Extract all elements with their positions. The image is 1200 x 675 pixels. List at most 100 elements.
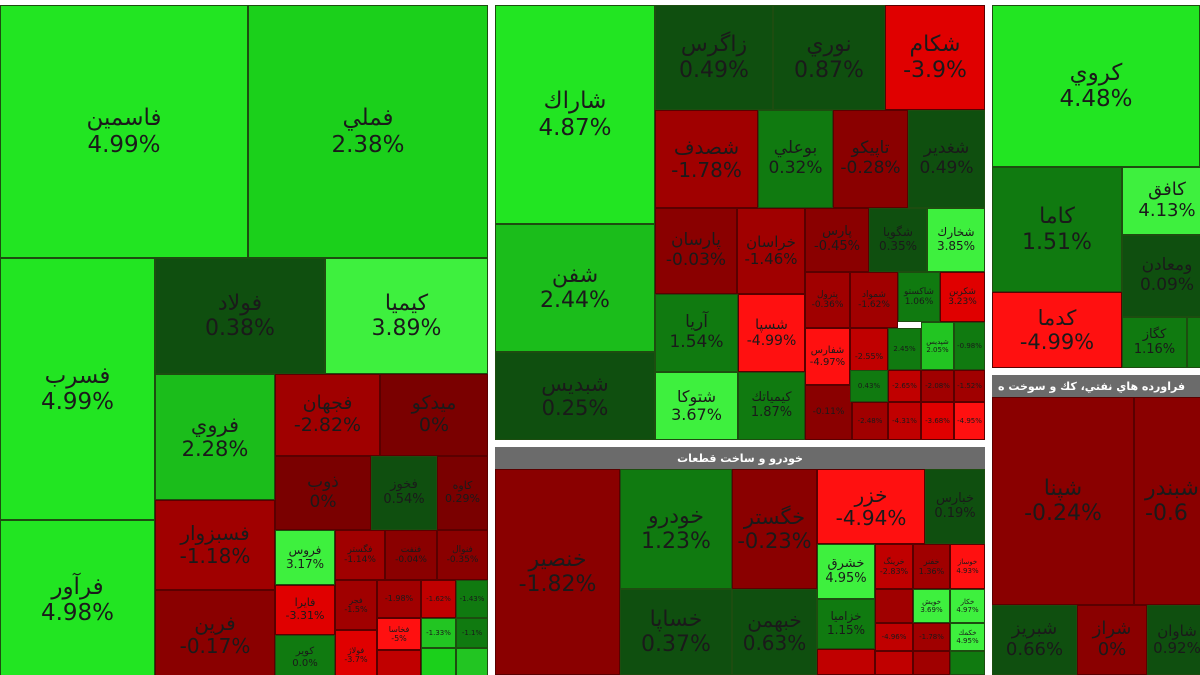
tile-zagros[interactable]: زاگرس 0.49% <box>655 5 773 110</box>
tile-khegostar[interactable]: خگستر -0.23% <box>732 469 817 589</box>
tile-shegooya[interactable]: شگويا 0.35% <box>869 208 927 272</box>
tile-small[interactable]: -2.08% <box>921 370 954 402</box>
tile-fajhan[interactable]: فجهان -2.82% <box>275 374 380 456</box>
tile-small[interactable]: -1.62% <box>421 580 456 618</box>
tile-khazamia[interactable]: خزاميا 1.15% <box>817 599 875 649</box>
tile-khodro[interactable]: خودرو 1.23% <box>620 469 732 589</box>
tile-fakooh[interactable]: فنوال -0.35% <box>437 530 488 580</box>
tile-small[interactable]: -1.33% <box>421 618 456 648</box>
tile-small[interactable] <box>875 589 913 623</box>
tile-faira[interactable]: فايرا -3.31% <box>275 585 335 635</box>
tile-fanak[interactable]: فنفت -0.04% <box>385 530 437 580</box>
tile-shatoka[interactable]: شتوكا 3.67% <box>655 372 738 440</box>
tile-small[interactable]: شپديس 2.05% <box>921 322 954 370</box>
tile-shark[interactable]: شاراك 4.87% <box>495 5 655 224</box>
tile-shghadir[interactable]: شغدير 0.49% <box>908 110 985 208</box>
tile-parsan[interactable]: پارسان -0.03% <box>655 208 737 294</box>
tile-fasamin[interactable]: فاسمين 4.99% <box>0 5 248 258</box>
tile-khazar[interactable]: خزر -4.94% <box>817 469 925 544</box>
tile-fasrab[interactable]: فسرب 4.99% <box>0 258 155 520</box>
tile-shekhark[interactable]: شخارك 3.85% <box>927 208 985 272</box>
tile-khebahman[interactable]: خبهمن 0.63% <box>732 589 817 675</box>
tile-small[interactable]: -0.98% <box>954 322 985 370</box>
tile-khashragh[interactable]: خشرق 4.95% <box>817 544 875 599</box>
tile-foravi[interactable]: فروي 2.28% <box>155 374 275 500</box>
tile-kovir[interactable]: كوير 0.0% <box>275 635 335 675</box>
tile-shepna[interactable]: شپنا -0.24% <box>992 397 1134 605</box>
tile-small[interactable]: 2.45% <box>888 328 921 370</box>
tile-small[interactable]: شكربن 3.23% <box>940 272 985 322</box>
tile-small[interactable]: -1.98% <box>377 580 421 618</box>
tile-khabarman[interactable]: خبارس 0.19% <box>925 469 985 544</box>
tile-small[interactable]: -2.48% <box>852 402 888 440</box>
tile-small[interactable] <box>456 648 488 675</box>
tile-small[interactable]: -0.11% <box>805 385 852 440</box>
tile-shebriz[interactable]: شبريز 0.66% <box>992 605 1077 675</box>
tile-fagostar[interactable]: فگستر -1.14% <box>335 530 385 580</box>
tile-small[interactable]: -4.96% <box>875 623 913 651</box>
tile-meydco[interactable]: ميدكو 0% <box>380 374 488 456</box>
tile-small[interactable]: پترول -0.36% <box>805 272 850 328</box>
tile-small[interactable] <box>817 649 875 675</box>
tile-small[interactable]: شاكستو 1.06% <box>898 272 940 322</box>
tile-small[interactable]: -4.95% <box>954 402 985 440</box>
tile-small[interactable] <box>875 651 913 675</box>
tile-faravar[interactable]: فرآور 4.98% <box>0 520 155 675</box>
tile-femli[interactable]: فملي 2.38% <box>248 5 488 258</box>
tile-khanser[interactable]: خنصير -1.82% <box>495 469 620 675</box>
tile-small[interactable]: 0.43% <box>850 370 888 402</box>
tile-buali[interactable]: بوعلي 0.32% <box>758 110 833 208</box>
tile-small[interactable]: خكمك 4.95% <box>950 623 985 651</box>
tile-fakhasa[interactable]: فخاسا -5% <box>377 618 421 650</box>
tile-small[interactable]: -4.31% <box>888 402 921 440</box>
tile-kadma[interactable]: كدما -4.99% <box>992 292 1122 368</box>
tile-small[interactable] <box>913 651 950 675</box>
tile-kimia[interactable]: كيميا 3.89% <box>325 258 488 374</box>
tile-khasapa[interactable]: خساپا 0.37% <box>620 589 732 675</box>
tile-fooalad[interactable]: فولاژ -3.7% <box>335 630 377 675</box>
tile-small[interactable] <box>950 651 985 675</box>
tile-noori[interactable]: نوري 0.87% <box>773 5 885 110</box>
tile-kama[interactable]: كاما 1.51% <box>992 167 1122 292</box>
tile-shasepa[interactable]: شسپا -4.99% <box>738 294 805 372</box>
tile-korooy[interactable]: كروي 4.48% <box>992 5 1200 167</box>
tile-small[interactable] <box>421 648 456 675</box>
tile-small[interactable]: -1.43% <box>456 580 488 618</box>
tile-zob[interactable]: ذوب 0% <box>275 456 371 530</box>
tile-foolad[interactable]: فولاد 0.38% <box>155 258 325 374</box>
tile-small[interactable]: شمواد -1.62% <box>850 272 898 328</box>
tile-shekam[interactable]: شكام -3.9% <box>885 5 985 110</box>
tile-small[interactable]: -1.1% <box>456 618 488 648</box>
tile-small[interactable]: شفارس -4.97% <box>805 328 850 385</box>
tile-kogaz[interactable]: كگاز 1.16% <box>1122 317 1187 368</box>
tile-small[interactable]: خرينگ -2.83% <box>875 544 913 589</box>
tile-foros[interactable]: فروس 3.17% <box>275 530 335 585</box>
tile-small[interactable]: خفنر 1.36% <box>913 544 950 589</box>
tile-farin[interactable]: فرين -0.17% <box>155 590 275 675</box>
tile-small[interactable]: -2.65% <box>888 370 921 402</box>
tile-small[interactable] <box>377 650 421 675</box>
tile-kaafegh[interactable]: كافق 4.13% <box>1122 167 1200 235</box>
tile-khorasan[interactable]: خراسان -1.46% <box>737 208 805 294</box>
tile-tapiko[interactable]: تاپيكو -0.28% <box>833 110 908 208</box>
tile-arya[interactable]: آريا 1.54% <box>655 294 738 372</box>
tile-shavan[interactable]: شاوان 0.92% <box>1147 605 1200 675</box>
tile-fajr[interactable]: فجر -1.5% <box>335 580 377 630</box>
tile-small[interactable]: -1.52% <box>954 370 985 402</box>
tile-shasadaf[interactable]: شصدف -1.78% <box>655 110 758 208</box>
tile-vamaaden[interactable]: ومعادن 0.09% <box>1122 235 1200 317</box>
tile-fakhoor[interactable]: فخوز 0.54% <box>371 456 437 530</box>
tile-kimiatak[interactable]: كيمياتك 1.87% <box>738 372 805 440</box>
tile-small[interactable]: خويش 3.69% <box>913 589 950 623</box>
tile-shebdis[interactable]: شبديس 0.25% <box>495 352 655 440</box>
tile-small[interactable]: خوساز 4.93% <box>950 544 985 589</box>
tile-shabandar[interactable]: شبندر -0.6 <box>1134 397 1200 605</box>
tile-fasabzevar[interactable]: فسبزوار -1.18% <box>155 500 275 590</box>
tile-pars[interactable]: پارس -0.45% <box>805 208 869 272</box>
tile-small[interactable]: -1.78% <box>913 623 950 651</box>
tile-small[interactable] <box>1187 317 1200 368</box>
tile-kave[interactable]: كاوه 0.29% <box>437 456 488 530</box>
tile-shiraz[interactable]: شراز 0% <box>1077 605 1147 675</box>
tile-small[interactable]: خكار 4.97% <box>950 589 985 623</box>
tile-shafan[interactable]: شفن 2.44% <box>495 224 655 352</box>
